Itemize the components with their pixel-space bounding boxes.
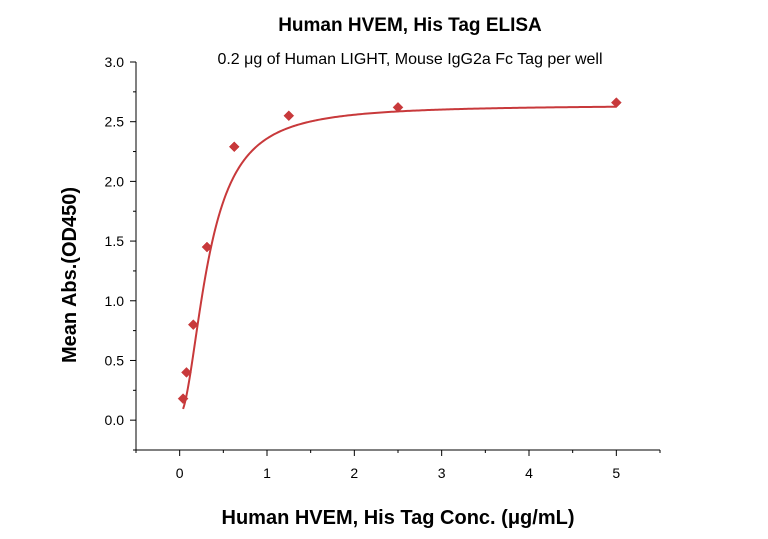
data-point (187, 319, 199, 330)
data-point (392, 102, 404, 113)
data-points (177, 97, 622, 405)
y-tick-label: 1.5 (105, 233, 125, 249)
x-axis-label: Human HVEM, His Tag Conc. (μg/mL) (222, 507, 575, 529)
x-tick-label: 2 (350, 465, 358, 481)
y-tick-label: 0.0 (105, 412, 125, 428)
x-ticks: 0 1 2 3 4 5 (135, 450, 661, 481)
y-axis-label: Mean Abs.(OD450) (59, 187, 81, 363)
chart-title: Human HVEM, His Tag ELISA (278, 15, 542, 36)
data-point (177, 393, 189, 405)
y-ticks: 0.0 0.5 1.0 1.5 2.0 2.5 3.0 (105, 54, 136, 451)
x-tick-label: 0 (176, 465, 184, 481)
y-tick-label: 2.5 (105, 114, 125, 130)
data-point (201, 241, 213, 253)
chart-subtitle: 0.2 μg of Human LIGHT, Mouse IgG2a Fc Ta… (217, 51, 602, 68)
fit-curve (182, 105, 617, 410)
x-tick-label: 3 (438, 465, 446, 481)
x-tick-label: 4 (525, 465, 533, 481)
y-tick-label: 3.0 (105, 54, 125, 70)
axes (135, 62, 660, 451)
data-point (283, 110, 295, 122)
y-tick-label: 0.5 (105, 352, 125, 368)
data-point (610, 97, 622, 108)
y-tick-label: 1.0 (105, 293, 125, 309)
data-point (181, 367, 192, 378)
data-point (228, 141, 240, 153)
x-tick-label: 5 (612, 465, 620, 481)
y-tick-label: 2.0 (105, 173, 125, 189)
x-tick-label: 1 (263, 465, 271, 481)
